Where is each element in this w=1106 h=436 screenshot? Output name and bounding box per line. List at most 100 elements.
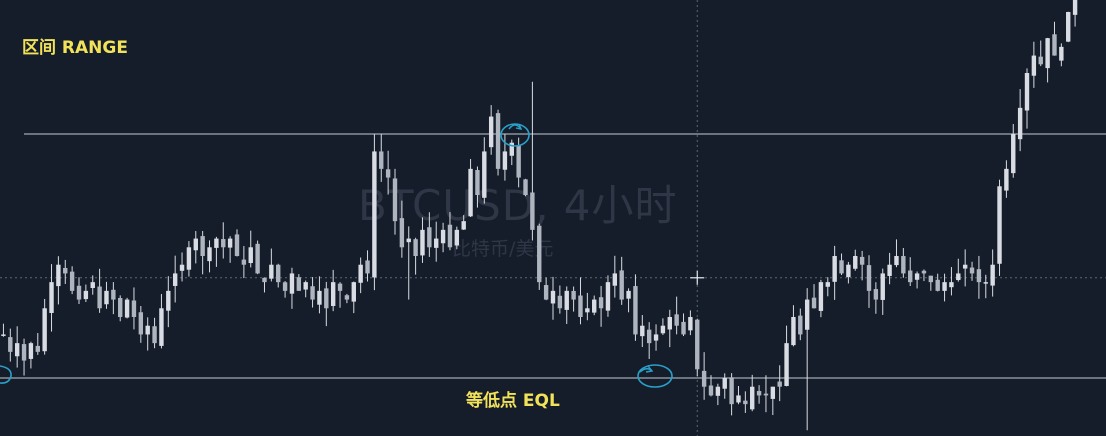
candle <box>1072 0 1078 27</box>
candle <box>111 282 116 315</box>
candle-body <box>475 170 480 195</box>
candle <box>729 373 734 416</box>
candle <box>612 255 618 298</box>
candle-body <box>777 381 782 387</box>
candle <box>179 252 185 282</box>
candle-body <box>942 282 947 291</box>
candle-body <box>28 343 34 359</box>
candle <box>908 257 913 287</box>
candle <box>969 261 975 281</box>
candle-body <box>804 299 810 330</box>
candle-body <box>578 295 583 317</box>
candle-body <box>564 290 569 310</box>
candle-body <box>310 286 315 300</box>
candle-body <box>626 290 631 299</box>
candle-body <box>646 329 652 344</box>
candle-body <box>750 386 755 410</box>
candle-body <box>124 299 130 318</box>
candle-body <box>853 256 858 269</box>
candle <box>392 168 398 235</box>
candle-body <box>200 236 205 256</box>
candle-body <box>674 314 679 326</box>
candle-body <box>221 239 226 248</box>
candle-body <box>921 270 927 274</box>
candle-body <box>303 282 308 290</box>
candle-body <box>207 247 212 262</box>
candle-body <box>846 264 851 278</box>
candle <box>585 292 590 321</box>
candle <box>791 305 796 347</box>
candle <box>97 268 102 313</box>
candle <box>303 280 308 298</box>
candle <box>853 249 858 271</box>
candle <box>159 294 164 349</box>
candle-body <box>111 289 116 300</box>
candle <box>118 295 123 322</box>
candle-body <box>866 265 872 291</box>
candle-body <box>365 260 370 274</box>
candle-body <box>1017 107 1023 140</box>
candle-body <box>502 151 508 170</box>
candle <box>956 258 961 282</box>
candle-body <box>832 256 837 282</box>
candle <box>509 139 514 166</box>
candle-body <box>63 267 68 274</box>
candle <box>564 286 569 324</box>
candle <box>667 309 672 348</box>
candle-body <box>42 308 47 352</box>
candle <box>21 338 27 376</box>
candle-body <box>660 325 666 334</box>
candle <box>914 271 920 289</box>
candle <box>1052 21 1057 56</box>
candle <box>475 166 480 208</box>
candle-body <box>14 343 20 357</box>
candle <box>166 276 171 328</box>
candle-body <box>21 344 27 361</box>
candle <box>1017 89 1023 152</box>
candle-body <box>997 186 1002 264</box>
candle-body <box>276 264 281 283</box>
candle-body <box>255 243 260 274</box>
candle <box>873 282 879 314</box>
candle-body <box>935 279 940 291</box>
candle-body <box>990 264 995 286</box>
candle <box>557 285 563 314</box>
candle-body <box>729 377 734 405</box>
candle-body <box>131 300 137 317</box>
candle-body <box>427 227 432 248</box>
candle <box>241 246 247 279</box>
candle <box>145 317 150 351</box>
candle <box>921 269 927 282</box>
candle <box>1045 37 1050 83</box>
eql-label: 等低点 EQL <box>466 391 560 411</box>
candle <box>804 288 810 431</box>
candle <box>818 279 824 318</box>
candle-body <box>1059 46 1064 61</box>
candle <box>289 267 295 309</box>
candle <box>461 215 466 230</box>
candle <box>894 239 899 268</box>
candle <box>681 313 686 337</box>
candle <box>962 249 968 287</box>
candle <box>578 277 583 325</box>
candle-body <box>701 370 707 387</box>
candle <box>28 341 34 369</box>
candle <box>482 137 487 204</box>
candle-body <box>914 273 920 280</box>
candle-body <box>1011 134 1016 174</box>
candle-body <box>1066 12 1071 42</box>
candle-body <box>172 273 178 286</box>
candle <box>990 249 995 297</box>
candle <box>330 269 336 312</box>
candle <box>420 217 425 263</box>
candle-body <box>372 151 377 278</box>
candle-body <box>901 256 906 274</box>
candle <box>90 275 95 295</box>
candle <box>186 241 192 277</box>
candle-body <box>880 273 885 300</box>
candle <box>324 281 329 327</box>
candle <box>131 287 137 330</box>
eql-sweep-circle <box>637 364 673 388</box>
